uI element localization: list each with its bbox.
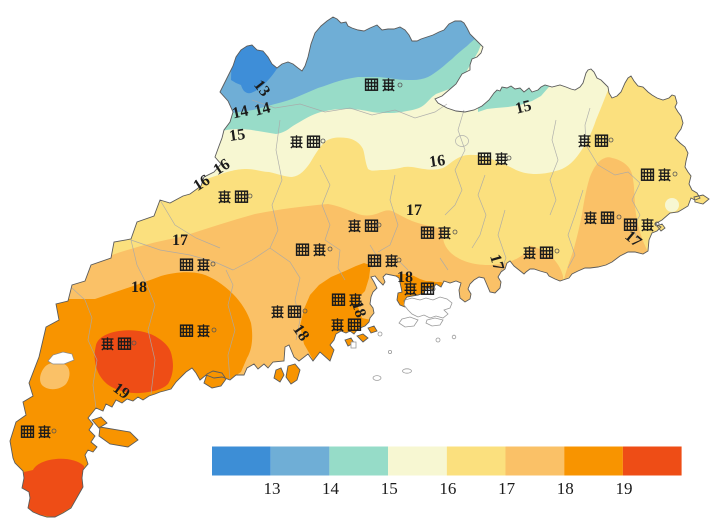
svg-text:18: 18 (557, 479, 574, 498)
svg-text:17: 17 (486, 252, 507, 272)
svg-text:18: 18 (348, 299, 369, 319)
svg-text:16: 16 (439, 479, 456, 498)
svg-text:18: 18 (397, 269, 413, 286)
svg-text:15: 15 (514, 97, 534, 117)
svg-text:17: 17 (172, 232, 188, 249)
svg-text:19: 19 (616, 479, 633, 498)
svg-text:18: 18 (289, 321, 312, 344)
svg-text:15: 15 (381, 479, 398, 498)
svg-text:17: 17 (406, 202, 422, 219)
svg-text:16: 16 (428, 152, 446, 171)
svg-text:17: 17 (498, 479, 516, 498)
svg-text:18: 18 (131, 279, 147, 296)
svg-text:16: 16 (210, 156, 233, 179)
svg-text:15: 15 (228, 126, 246, 145)
svg-text:14: 14 (253, 99, 273, 119)
svg-text:14: 14 (231, 102, 250, 122)
svg-text:13: 13 (264, 479, 281, 498)
svg-text:14: 14 (322, 479, 340, 498)
svg-text:16: 16 (190, 172, 213, 195)
